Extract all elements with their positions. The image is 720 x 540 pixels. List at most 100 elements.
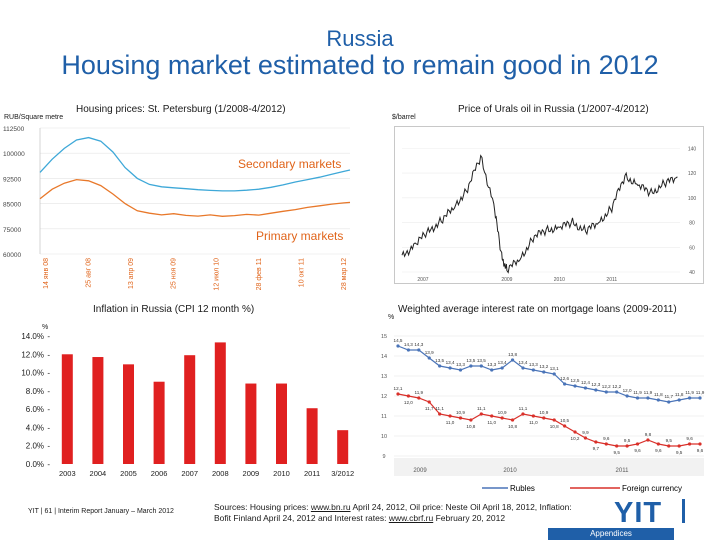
rubles-data-label: 12,3 <box>591 382 600 387</box>
oil-y-tick-label: 120 <box>688 171 697 177</box>
inflation-x-tick-label: 3/2012 <box>331 469 354 478</box>
inflation-bar <box>61 354 73 464</box>
inflation-x-tick-label: 2008 <box>212 469 229 478</box>
foreign-point <box>552 418 556 422</box>
foreign-data-label: 10,9 <box>498 410 507 415</box>
oil-y-ticks: 40 60 80 100 120 140 <box>688 146 697 276</box>
rubles-point <box>656 398 660 402</box>
oil-y-tick-label: 40 <box>689 270 695 276</box>
rubles-point <box>510 358 515 362</box>
inflation-y-tick-label: 4.0% <box>26 423 44 432</box>
foreign-data-label: 9,5 <box>666 438 673 443</box>
rubles-data-label: 11,9 <box>644 390 653 395</box>
foreign-point <box>573 430 577 434</box>
foreign-point <box>396 392 400 396</box>
oil-unit-label: $/barrel <box>392 114 416 121</box>
source-link-cbrf[interactable]: www.cbrf.ru <box>388 513 434 523</box>
inflation-y-tick-mark: - <box>47 350 50 359</box>
foreign-point <box>427 400 431 404</box>
legend-foreign-label: Foreign currency <box>622 484 682 493</box>
foreign-data-label: 10,9 <box>456 410 465 415</box>
foreign-data-label: 12,0 <box>404 400 413 405</box>
rubles-point <box>635 396 640 400</box>
inflation-x-tick-label: 2011 <box>304 469 320 478</box>
footer-sources: Sources: Housing prices: www.bn.ru April… <box>214 502 694 524</box>
inflation-chart: 0.0% -2.0% -4.0% -6.0% -8.0% -10.0% -12.0% -14.… <box>21 332 354 478</box>
foreign-point <box>656 442 660 446</box>
foreign-point <box>417 396 421 400</box>
secondary-markets-label: Secondary markets <box>238 157 341 171</box>
foreign-data-label: 11,0 <box>487 420 496 425</box>
oil-y-tick-label: 80 <box>689 221 695 227</box>
foreign-point <box>521 412 525 416</box>
inflation-chart-title: Inflation in Russia (CPI 12 month %) <box>93 304 255 315</box>
foreign-data-label: 10,8 <box>508 424 517 429</box>
rubles-data-label: 13,3 <box>487 362 496 367</box>
housing-y-tick-label: 85000 <box>3 202 21 209</box>
rubles-point <box>583 386 588 390</box>
rubles-data-label: 12,0 <box>623 388 632 393</box>
primary-markets-label: Primary markets <box>256 229 343 243</box>
source-link-bn[interactable]: www.bn.ru <box>310 502 351 512</box>
inflation-bar <box>276 383 287 464</box>
mortgage-points <box>396 344 702 448</box>
housing-x-tick-label: 12 июл 10 <box>213 258 220 291</box>
rubles-data-label: 13,4 <box>498 360 507 365</box>
inflation-bar <box>245 383 257 464</box>
inflation-x-ticks: 2003 2004 2005 2006 2007 2008 2009 2010 2011 3/20… <box>59 469 354 478</box>
mortgage-x-tick-label: 2009 <box>413 468 427 474</box>
mortgage-x-axis-band <box>394 458 704 476</box>
housing-y-tick-label: 92500 <box>3 176 21 183</box>
inflation-x-tick-label: 2005 <box>120 469 137 478</box>
inflation-bar <box>92 357 104 464</box>
foreign-point <box>458 416 463 420</box>
housing-x-tick-label: 25 авг 08 <box>86 258 93 288</box>
inflation-y-tick-mark: - <box>47 423 50 432</box>
inflation-y-tick-label: 2.0% <box>26 442 44 451</box>
rubles-data-label: 13,8 <box>508 352 517 357</box>
rubles-point <box>448 366 452 370</box>
rubles-point <box>563 382 567 386</box>
foreign-point <box>563 424 567 428</box>
inflation-x-tick-label: 2003 <box>59 469 76 478</box>
rubles-data-label: 13,5 <box>477 358 486 363</box>
foreign-point <box>490 414 494 418</box>
foreign-data-label: 9,7 <box>593 446 600 451</box>
foreign-point <box>500 416 504 420</box>
foreign-data-label: 9,6 <box>686 436 693 441</box>
mortgage-gridlines <box>394 335 704 476</box>
rubles-point <box>698 396 702 400</box>
inflation-y-tick-label: 10.0% <box>21 369 44 378</box>
foreign-data-label: 11,0 <box>446 420 455 425</box>
mortgage-y-ticks: 9 10 11 12 13 14 15 <box>381 334 387 460</box>
housing-x-tick-label: 10 окт 11 <box>298 258 305 287</box>
housing-x-tick-label: 13 апр 09 <box>128 258 135 289</box>
foreign-point <box>594 440 598 444</box>
rubles-point <box>438 364 442 368</box>
foreign-data-label: 10,9 <box>539 410 548 415</box>
sources-line2-prefix: Bofit Finland April 24, 2012 and Interes… <box>214 513 389 523</box>
foreign-data-label: 9,6 <box>634 448 641 453</box>
oil-x-tick-label: 2010 <box>554 277 565 283</box>
foreign-point <box>406 394 411 398</box>
mortgage-y-tick-label: 11 <box>381 414 387 420</box>
foreign-data-label: 9,6 <box>655 448 662 453</box>
foreign-point <box>635 442 640 446</box>
foreign-data-label: 10,8 <box>466 424 475 429</box>
mortgage-legend: Rubles Foreign currency <box>482 484 682 493</box>
rubles-data-label: 13,4 <box>446 360 455 365</box>
inflation-x-tick-label: 2007 <box>181 469 198 478</box>
inflation-y-tick-label: 8.0% <box>26 387 44 396</box>
foreign-data-label: 11,9 <box>415 390 424 395</box>
foreign-point <box>583 436 588 440</box>
foreign-point <box>479 412 483 416</box>
mortgage-x-tick-label: 2011 <box>616 468 630 474</box>
rubles-data-label: 13,3 <box>456 362 465 367</box>
rubles-data-label: 11,7 <box>664 394 673 399</box>
housing-y-tick-label: 112500 <box>3 126 25 133</box>
housing-primary-line <box>39 178 351 217</box>
rubles-point <box>396 344 400 348</box>
foreign-data-label: 11,1 <box>519 406 528 411</box>
rubles-data-label: 11,9 <box>633 390 642 395</box>
